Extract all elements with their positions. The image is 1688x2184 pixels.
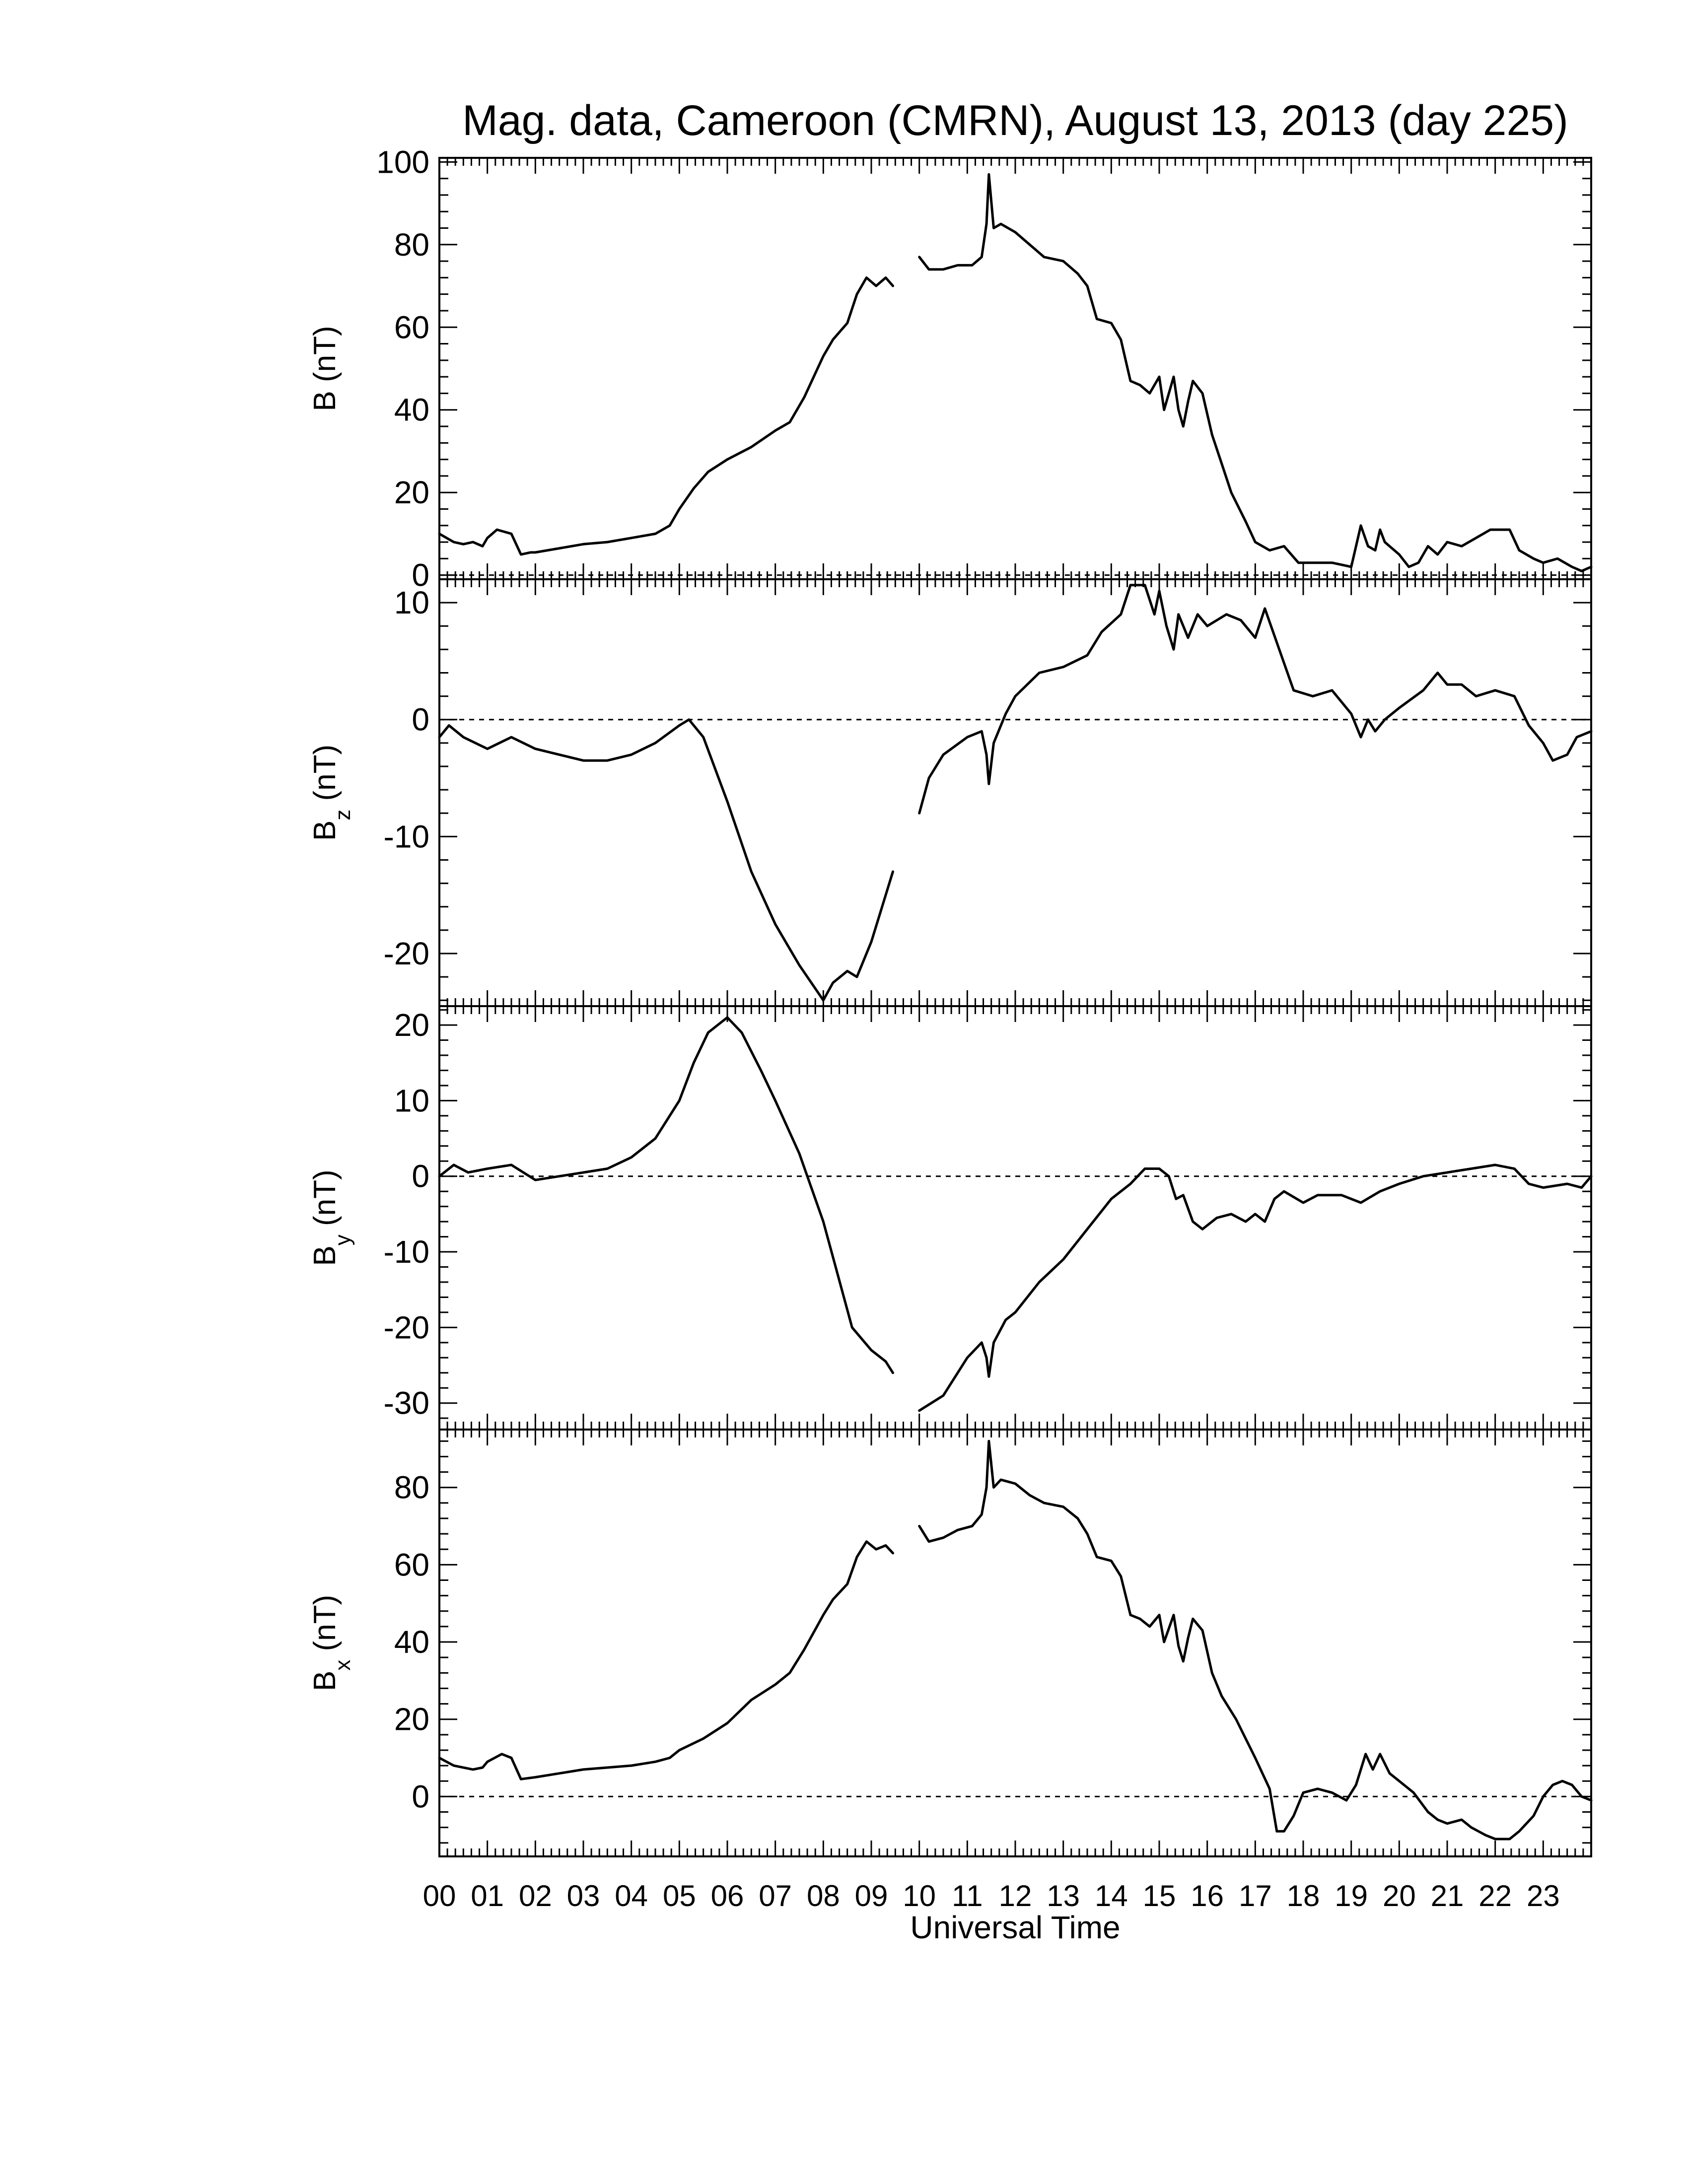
- x-tick-labels: 00 01 02 03 04 05 06 07 08 09 10 11 12 13 14 15 16 17 18 19…: [423, 1879, 1560, 1912]
- y-tick-label: 80: [394, 227, 429, 263]
- y-tick-label: 0: [412, 1778, 429, 1814]
- y-tick-label: 0: [412, 702, 429, 738]
- y-tick-label: 40: [394, 1624, 429, 1660]
- y-label-main: B: [308, 391, 342, 411]
- y-tick-label: 80: [394, 1470, 429, 1505]
- y-tick-label: 10: [394, 1083, 429, 1118]
- x-tick-label: 22: [1478, 1879, 1512, 1912]
- series-line-B: [918, 173, 1593, 572]
- y-axis-label: Bx (nT): [308, 1595, 355, 1691]
- y-tick-label: 0: [412, 1159, 429, 1194]
- x-tick-label: 18: [1287, 1879, 1320, 1912]
- x-tick-label: 01: [471, 1879, 504, 1912]
- series-line-Bx: [438, 1540, 894, 1780]
- y-label-subscript: z: [331, 810, 355, 820]
- series-line-Bx: [918, 1439, 1593, 1841]
- series-line-By: [918, 1163, 1593, 1412]
- x-tick-label: 19: [1335, 1879, 1368, 1912]
- y-label-unit: (nT): [308, 326, 342, 391]
- y-label-unit: (nT): [308, 1169, 342, 1234]
- x-tick-label: 08: [807, 1879, 840, 1912]
- panel-frame: [438, 1429, 1592, 1857]
- x-tick-label: 16: [1191, 1879, 1224, 1912]
- panel-Bz: -20 -10 0 10 Bz (nT): [308, 578, 1593, 1007]
- y-tick-label: -10: [384, 1234, 430, 1270]
- y-axis-label: B (nT): [308, 326, 342, 411]
- x-tick-label: 00: [423, 1879, 456, 1912]
- x-tick-label: 06: [711, 1879, 744, 1912]
- x-tick-label: 07: [759, 1879, 792, 1912]
- x-tick-label: 17: [1239, 1879, 1272, 1912]
- x-tick-label: 15: [1143, 1879, 1176, 1912]
- series-line-By: [438, 1016, 894, 1374]
- y-tick-label: -20: [384, 936, 430, 971]
- y-label-main: B: [308, 820, 342, 841]
- x-tick-label: 14: [1095, 1879, 1128, 1912]
- x-tick-label: 03: [567, 1879, 600, 1912]
- y-tick-label: 20: [394, 475, 429, 510]
- x-tick-label: 21: [1431, 1879, 1464, 1912]
- y-label-unit: (nT): [308, 745, 342, 810]
- x-tick-label: 05: [663, 1879, 696, 1912]
- y-tick-label: 60: [394, 309, 429, 345]
- x-tick-label: 02: [519, 1879, 552, 1912]
- y-tick-label: 20: [394, 1007, 429, 1043]
- x-tick-label: 23: [1527, 1879, 1560, 1912]
- x-tick-label: 12: [999, 1879, 1032, 1912]
- x-tick-label: 13: [1047, 1879, 1080, 1912]
- y-tick-label: -20: [384, 1309, 430, 1345]
- y-tick-label: 20: [394, 1702, 429, 1737]
- y-tick-label: 100: [376, 144, 429, 180]
- series-line-Bz: [438, 718, 894, 1002]
- panel-By: -30 -20 -10 0 10 20 By (nT): [308, 1005, 1593, 1431]
- y-tick-label: 0: [412, 557, 429, 593]
- panel-frame: [438, 578, 1592, 1007]
- panel-B: 0 20 40 60 80 100 B (nT): [308, 144, 1593, 593]
- y-label-subscript: y: [331, 1234, 355, 1245]
- x-axis-label: Universal Time: [910, 1910, 1120, 1945]
- y-axis-label: Bz (nT): [308, 745, 355, 841]
- x-tick-label: 11: [952, 1879, 983, 1912]
- y-label-subscript: x: [331, 1660, 355, 1671]
- y-label-unit: (nT): [308, 1595, 342, 1660]
- x-tick-label: 10: [903, 1879, 936, 1912]
- series-line-B: [438, 276, 894, 556]
- panel-Bx: 0 20 40 60 80 Bx (nT): [308, 1429, 1593, 1857]
- y-label-main: B: [308, 1245, 342, 1266]
- x-tick-label: 04: [615, 1879, 648, 1912]
- panel-frame: [438, 1005, 1592, 1431]
- y-tick-label: -10: [384, 819, 430, 854]
- panel-frame: [438, 157, 1592, 580]
- series-line-Bz: [918, 584, 1593, 815]
- y-tick-label: 40: [394, 392, 429, 428]
- x-tick-label: 09: [855, 1879, 888, 1912]
- y-tick-label: 60: [394, 1547, 429, 1582]
- y-tick-label: 10: [394, 585, 429, 620]
- chart-title: Mag. data, Cameroon (CMRN), August 13, 2…: [462, 97, 1568, 144]
- y-tick-label: -30: [384, 1385, 430, 1421]
- y-axis-label: By (nT): [308, 1169, 355, 1266]
- y-label-main: B: [308, 1671, 342, 1691]
- x-tick-label: 20: [1383, 1879, 1416, 1912]
